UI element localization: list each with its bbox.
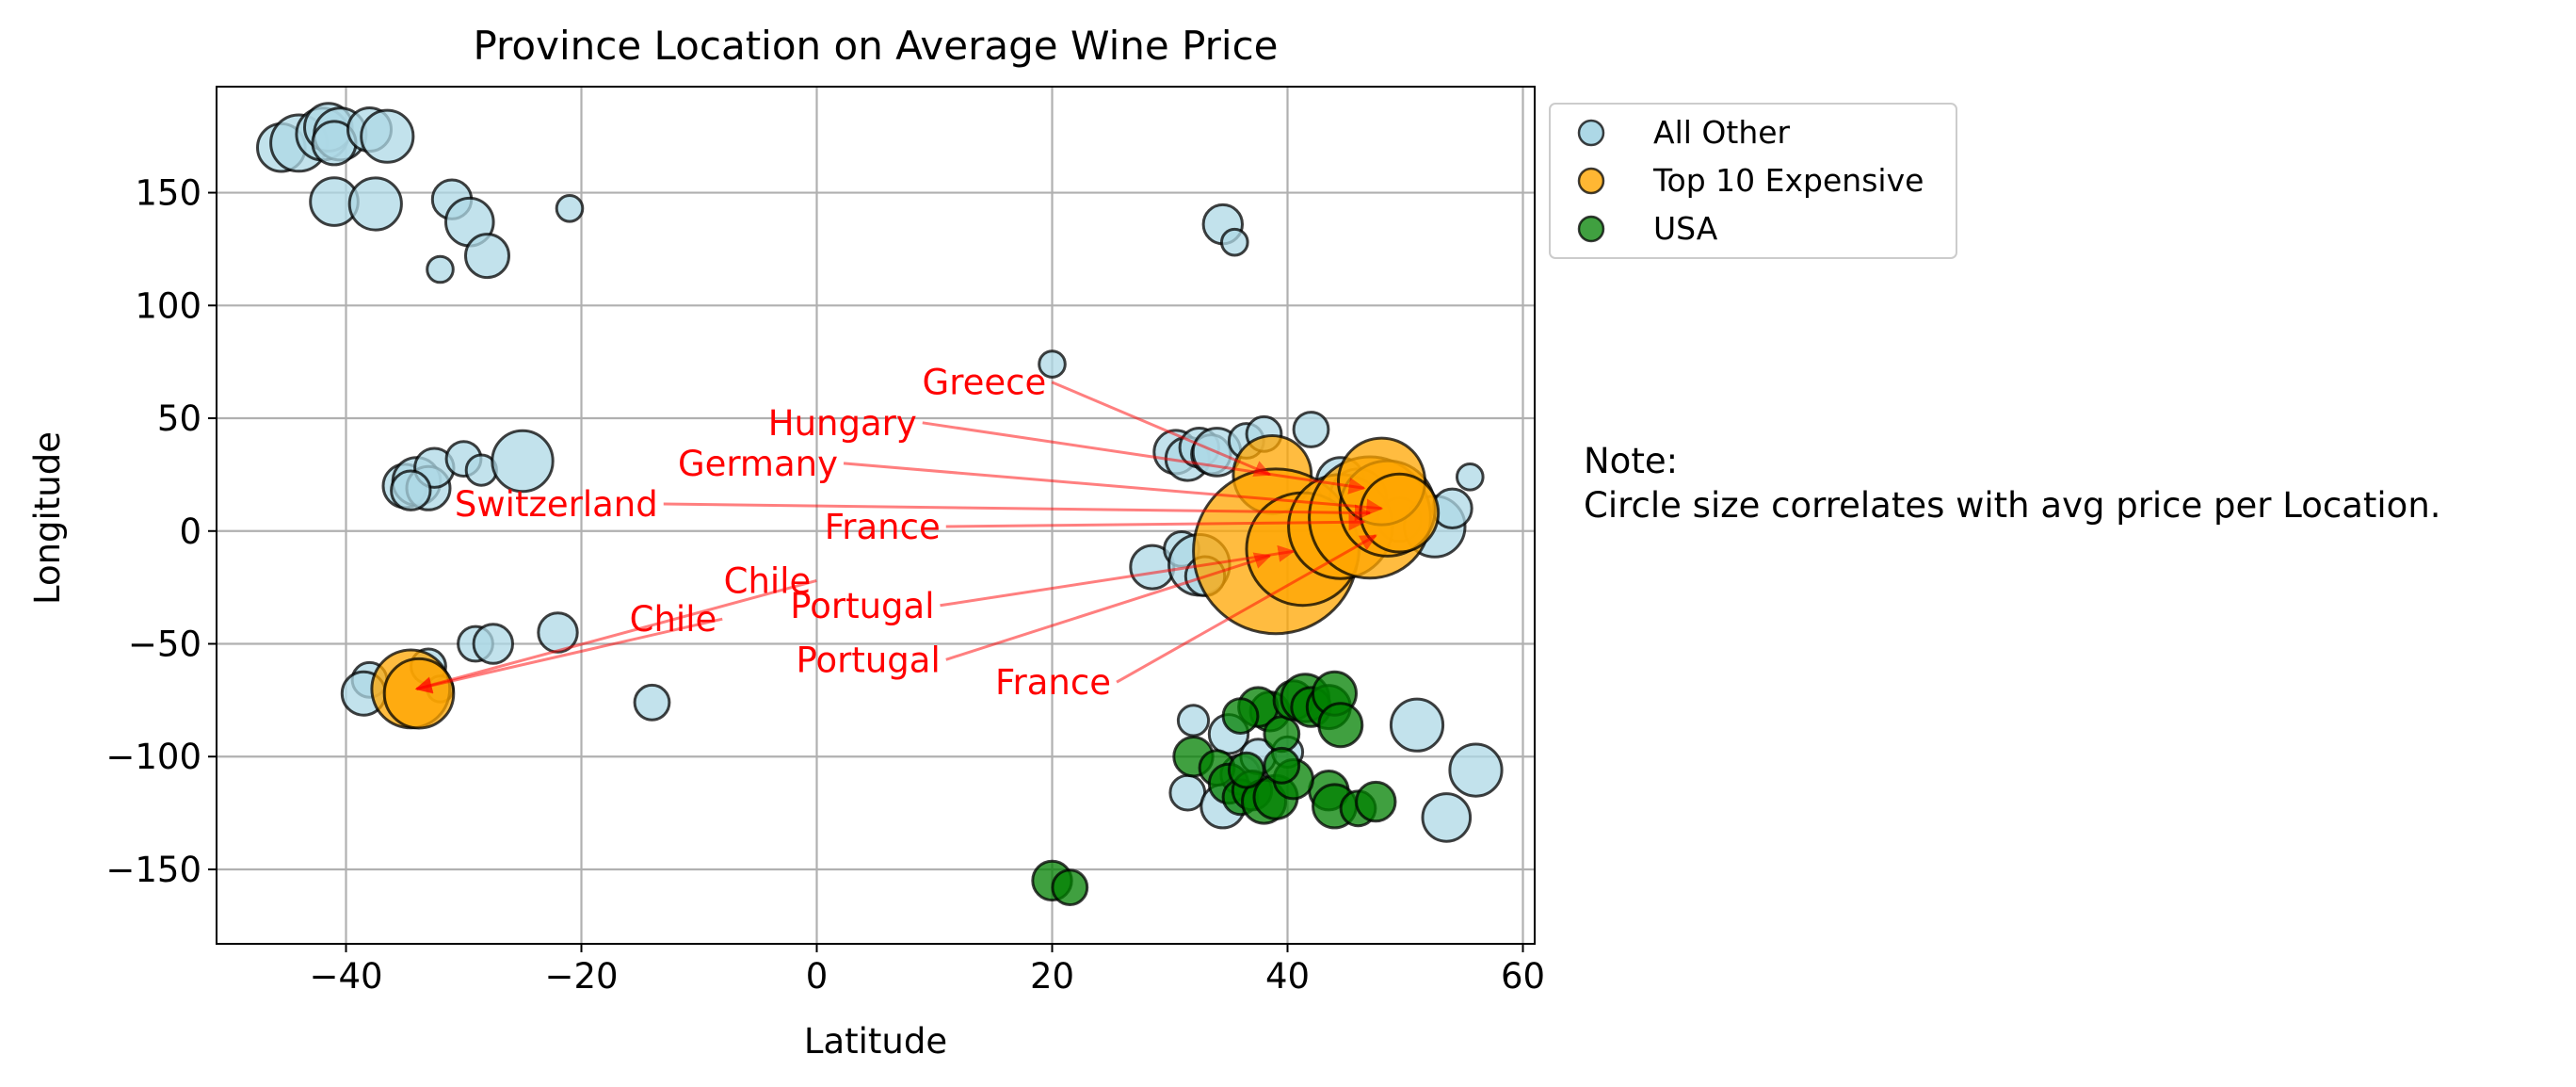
legend-label-all-other: All Other — [1653, 114, 1791, 151]
annotation-label: Chile — [724, 560, 812, 601]
annotation-label: Greece — [923, 363, 1047, 403]
point-all_other — [1176, 704, 1211, 738]
legend-marker-top10 — [1577, 167, 1605, 195]
x-tick-label: 40 — [1265, 956, 1310, 997]
note-heading: Note: — [1584, 441, 1678, 481]
point-all_other — [464, 233, 510, 280]
point-all_other — [555, 194, 585, 223]
annotation-label: Switzerland — [455, 484, 658, 525]
point-all_other — [1389, 697, 1445, 753]
y-tick-label: −100 — [105, 737, 201, 777]
point-usa — [1051, 868, 1089, 906]
annotation-arrow — [922, 421, 1366, 495]
annotation-label: Hungary — [768, 403, 917, 444]
annotation-arrow — [945, 552, 1272, 661]
annotation-arrow — [940, 544, 1296, 608]
y-tick-label: −50 — [128, 625, 201, 665]
point-all_other — [1220, 227, 1249, 257]
point-usa — [1263, 715, 1301, 754]
point-usa — [1221, 697, 1260, 735]
annotation-arrow — [945, 513, 1366, 531]
plot-frame — [216, 86, 1536, 945]
annotation-label: Chile — [630, 599, 717, 640]
point-all_other — [1292, 411, 1330, 448]
x-tick-label: −20 — [544, 956, 618, 997]
legend-frame — [1549, 103, 1957, 259]
point-all_other — [1168, 773, 1207, 812]
annotation-arrow — [1116, 534, 1377, 684]
point-all_other — [426, 254, 455, 284]
annotation-arrow — [1051, 381, 1272, 477]
annotation-arrow — [663, 502, 1372, 522]
point-all_other — [472, 623, 514, 665]
point-all_other — [633, 683, 671, 722]
y-tick-label: 0 — [179, 511, 201, 552]
point-all_other — [347, 176, 403, 232]
legend-marker-usa — [1577, 215, 1605, 243]
data-points — [256, 102, 1504, 906]
y-tick-label: −150 — [105, 850, 201, 890]
point-all_other — [360, 108, 415, 164]
y-tick-label: 50 — [157, 398, 201, 439]
x-tick-label: 0 — [806, 956, 829, 997]
point-all_other — [390, 469, 432, 511]
annotation-label: Portugal — [797, 640, 941, 680]
legend: All Other Top 10 Expensive USA — [1549, 103, 1957, 259]
x-tick-label: −40 — [309, 956, 382, 997]
note-text: Circle size correlates with avg price pe… — [1584, 485, 2441, 526]
series-usa — [1031, 670, 1397, 906]
axis-ticks: −40 −20 0 20 40 60 −150 −100 −50 0 50 100 150 — [105, 173, 1545, 997]
annotation-label: France — [825, 507, 941, 547]
point-top10 — [382, 657, 456, 730]
point-all_other — [1038, 349, 1067, 379]
x-tick-label: 20 — [1030, 956, 1074, 997]
annotation-label: Portugal — [790, 586, 934, 626]
point-top10 — [1359, 472, 1441, 554]
point-all_other — [1456, 462, 1485, 492]
y-axis-label: Longitude — [27, 431, 68, 605]
point-usa — [1227, 751, 1265, 789]
annotation-label: France — [995, 662, 1111, 703]
legend-label-top10: Top 10 Expensive — [1652, 162, 1924, 199]
chart-title: Province Location on Average Wine Price — [473, 23, 1278, 69]
annotation-arrow — [414, 617, 723, 694]
point-all_other — [1448, 742, 1504, 798]
y-tick-label: 150 — [135, 173, 201, 214]
x-axis-label: Latitude — [804, 1021, 947, 1062]
legend-label-usa: USA — [1653, 210, 1718, 247]
point-all_other — [491, 429, 555, 494]
legend-marker-all-other — [1577, 119, 1605, 147]
annotation-arrow — [414, 578, 817, 693]
annotation-label: Germany — [678, 444, 838, 484]
point-usa — [1355, 780, 1397, 823]
annotation-arrow — [843, 462, 1384, 516]
point-usa — [1317, 702, 1364, 749]
y-tick-label: 100 — [135, 285, 201, 326]
x-tick-label: 60 — [1501, 956, 1545, 997]
point-usa — [1263, 746, 1301, 785]
point-all_other — [1421, 792, 1473, 843]
